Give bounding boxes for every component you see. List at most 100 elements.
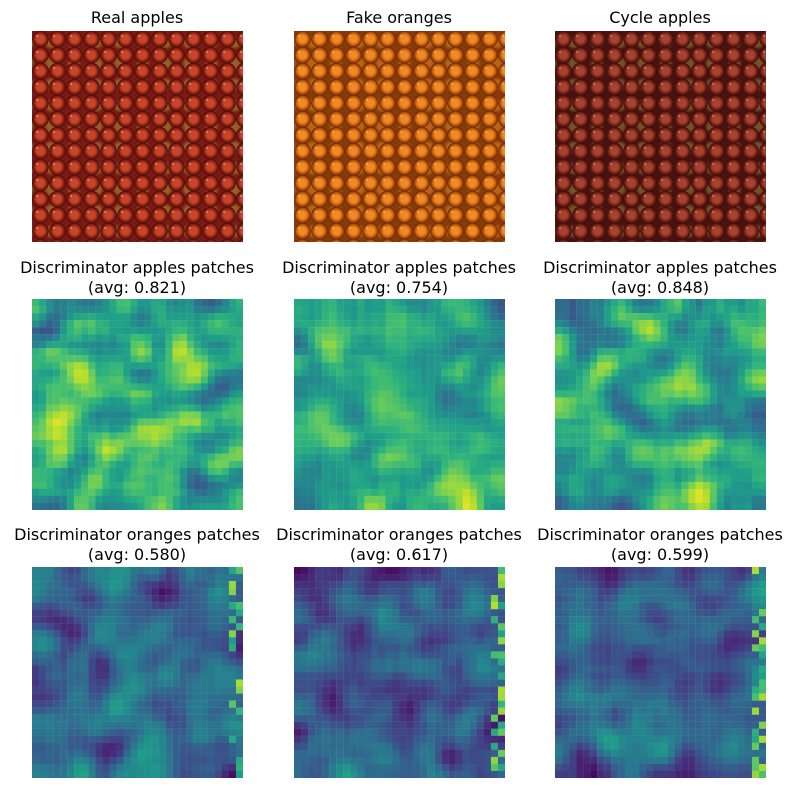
heatmap-cell	[730, 453, 739, 461]
heatmap-cell	[315, 425, 323, 433]
heatmap-cell	[179, 390, 187, 398]
heatmap-cell	[88, 432, 96, 440]
heatmap-cell	[357, 700, 365, 708]
heatmap-cell	[462, 770, 470, 778]
heatmap-cell	[116, 679, 124, 687]
heatmap-cell	[88, 383, 96, 391]
heatmap-cell	[392, 488, 400, 497]
heatmap-cell	[695, 341, 703, 349]
heatmap-cell	[123, 616, 131, 624]
heatmap-cell	[235, 672, 243, 680]
heatmap-cell	[420, 658, 428, 666]
heatmap-cell	[716, 453, 724, 461]
heatmap-cell	[39, 679, 47, 687]
heatmap-cell	[364, 432, 372, 440]
heatmap-cell	[207, 348, 216, 356]
heatmap-cell	[483, 481, 492, 490]
heatmap-cell	[46, 411, 54, 419]
heatmap-cell	[364, 334, 372, 342]
heatmap-cell	[228, 355, 237, 363]
heatmap-cell	[413, 446, 421, 454]
heatmap-cell	[116, 460, 124, 468]
heatmap-cell	[476, 679, 485, 687]
heatmap-cell	[350, 714, 358, 722]
heatmap-cell	[364, 693, 372, 701]
heatmap-cell	[378, 453, 386, 461]
heatmap-cell	[235, 502, 243, 510]
heatmap-cell	[469, 756, 478, 765]
heatmap-cell	[695, 404, 703, 412]
heatmap-cell	[576, 488, 584, 497]
heatmap-cell	[336, 672, 344, 680]
heatmap-cell	[723, 623, 731, 631]
heatmap-cell	[179, 467, 187, 475]
heatmap-cell	[130, 623, 138, 631]
heatmap-cell	[179, 348, 187, 356]
heatmap-cell	[172, 644, 180, 652]
heatmap-cell	[67, 658, 75, 666]
heatmap-cell	[555, 299, 563, 307]
heatmap-cell	[576, 567, 584, 575]
heatmap-cell	[294, 714, 302, 722]
heatmap-cell	[130, 341, 138, 349]
heatmap-cell	[221, 672, 230, 680]
heatmap-cell	[399, 439, 407, 447]
heatmap-cell	[730, 616, 739, 624]
heatmap-cell	[716, 432, 724, 440]
heatmap-cell	[301, 362, 309, 370]
heatmap-cell	[555, 453, 563, 461]
heatmap-cell	[81, 721, 89, 729]
heatmap-cell	[604, 362, 612, 370]
heatmap-cell	[611, 453, 619, 461]
heatmap-cell	[343, 313, 351, 321]
heatmap-cell	[207, 404, 216, 412]
heatmap-cell	[695, 623, 703, 631]
heatmap-cell	[441, 348, 449, 356]
heatmap-cell	[81, 383, 89, 391]
heatmap-cell	[67, 672, 75, 680]
heatmap-cell	[130, 418, 138, 426]
heatmap-cell	[144, 602, 152, 610]
heatmap-cell	[385, 327, 393, 335]
heatmap-cell	[681, 362, 689, 370]
heatmap-cell	[123, 341, 131, 349]
heatmap-cell	[448, 623, 456, 631]
heatmap-cell	[364, 609, 372, 617]
heatmap-cell	[420, 763, 428, 772]
heatmap-cell	[186, 348, 194, 356]
heatmap-cell	[322, 714, 330, 722]
heatmap-cell	[130, 446, 138, 454]
heatmap-cell	[716, 299, 724, 307]
heatmap-cell	[490, 369, 499, 377]
heatmap-cell	[343, 383, 351, 391]
heatmap-cell	[469, 313, 478, 321]
heatmap-cell	[371, 425, 379, 433]
heatmap-cell	[632, 467, 640, 475]
heatmap-cell	[53, 383, 61, 391]
heatmap-cell	[200, 770, 208, 778]
heatmap-cell	[186, 439, 194, 447]
heatmap-cell	[39, 574, 47, 582]
heatmap-cell	[744, 404, 753, 412]
heatmap-cell	[434, 502, 442, 510]
heatmap-cell	[604, 341, 612, 349]
heatmap-cell	[74, 467, 82, 475]
heatmap-cell	[172, 306, 180, 314]
heatmap-cell	[144, 770, 152, 778]
heatmap-cell	[392, 623, 400, 631]
heatmap-cell	[102, 574, 110, 582]
heatmap-cell	[158, 362, 166, 370]
heatmap-cell	[569, 623, 577, 631]
heatmap-cell	[392, 763, 400, 772]
heatmap-cell	[137, 644, 145, 652]
heatmap-cell	[137, 362, 145, 370]
heatmap-cell	[186, 425, 194, 433]
heatmap-cell	[455, 644, 463, 652]
heatmap-cell	[583, 574, 591, 582]
heatmap-cell	[116, 299, 124, 307]
heatmap-cell	[343, 763, 351, 772]
heatmap-cell	[576, 453, 584, 461]
heatmap-cell	[221, 651, 230, 659]
heatmap-cell	[221, 334, 230, 342]
heatmap-cell	[702, 665, 710, 673]
